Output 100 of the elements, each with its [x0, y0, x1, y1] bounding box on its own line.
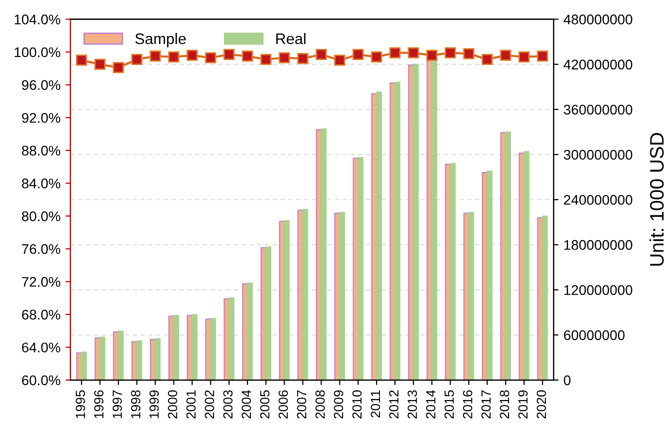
point [518, 51, 530, 62]
point [168, 51, 180, 62]
y-tick-label: 88.0% [22, 146, 60, 156]
point [242, 50, 254, 62]
bar [284, 220, 290, 380]
y-tick-label: 84.0% [22, 178, 60, 188]
point [223, 48, 235, 60]
legend-label: Real [276, 32, 306, 44]
bar [246, 282, 253, 380]
bar [210, 318, 216, 380]
y2-tick-label: 60000000 [564, 330, 625, 340]
x-tick-label: 2000 [168, 390, 178, 418]
x-tick-label: 1999 [149, 390, 159, 418]
y2-tick-label: 480000000 [564, 14, 632, 24]
y2-tick-label: 0 [564, 375, 570, 386]
y2-tick-label: 240000000 [564, 194, 632, 205]
point [408, 47, 419, 58]
bar [136, 340, 142, 380]
x-tick-label: 2015 [444, 390, 454, 418]
y-tick-label: 72.0% [22, 276, 60, 287]
bar [265, 246, 272, 380]
point [316, 48, 327, 60]
point [112, 62, 124, 74]
point [463, 48, 474, 60]
y-tick-label: 64.0% [22, 342, 60, 352]
bar [173, 314, 180, 380]
x-tick-label: 1996 [94, 390, 104, 418]
point [500, 50, 512, 61]
x-tick-label: 2017 [481, 390, 491, 418]
x-tick-label: 2004 [242, 390, 252, 418]
y2-tick-label: 420000000 [564, 60, 632, 70]
y-tick-label: 68.0% [22, 310, 60, 320]
bar [505, 131, 511, 380]
bar [228, 298, 234, 380]
point [334, 54, 346, 66]
point [389, 47, 401, 58]
point [444, 47, 456, 58]
bar [524, 150, 530, 380]
point [76, 54, 88, 66]
bar [99, 336, 106, 380]
x-tick-label: 2012 [389, 390, 399, 418]
y2-axis-title: Unit: 1000 USD [649, 133, 664, 266]
bar [542, 216, 548, 380]
y-tick-label: 92.0% [22, 112, 60, 123]
x-tick-label: 1998 [131, 390, 140, 418]
x-tick-label: 2001 [186, 390, 196, 418]
x-tick-label: 2018 [500, 390, 510, 418]
x-tick-label: 2006 [278, 390, 288, 418]
bar [302, 208, 308, 380]
bar [431, 58, 438, 380]
point [150, 50, 161, 62]
point [131, 54, 142, 65]
x-tick-label: 1995 [76, 390, 86, 418]
y2-tick-label: 180000000 [564, 240, 632, 250]
y2-tick-label: 360000000 [564, 104, 632, 115]
x-tick-label: 2003 [223, 390, 233, 418]
y-tick-label: 96.0% [22, 80, 60, 90]
bar [376, 92, 382, 380]
bar [80, 352, 87, 380]
x-tick-label: 2005 [260, 390, 270, 418]
point [278, 52, 290, 64]
point [186, 50, 198, 61]
bar [192, 314, 198, 380]
x-tick-label: 2010 [352, 390, 362, 418]
y-tick-label: 80.0% [22, 211, 60, 222]
bar [450, 162, 456, 380]
bar [394, 82, 400, 380]
y-tick-label: 76.0% [22, 244, 60, 254]
bar [320, 128, 327, 380]
x-tick-label: 2011 [370, 390, 380, 418]
point [371, 51, 382, 62]
point [94, 58, 106, 70]
point [426, 50, 438, 61]
legend-label: Sample [135, 32, 186, 48]
x-tick-label: 1997 [112, 390, 122, 418]
bar [118, 330, 124, 380]
bar [154, 338, 161, 380]
bar [358, 156, 364, 380]
bar [412, 64, 419, 380]
point [482, 54, 493, 65]
bar [486, 170, 493, 380]
point [260, 54, 272, 65]
y-tick-label: 60.0% [22, 375, 60, 386]
point [536, 50, 548, 62]
x-tick-label: 2020 [536, 390, 546, 418]
x-tick-label: 2009 [334, 390, 344, 418]
x-tick-label: 2019 [518, 390, 528, 418]
y2-tick-label: 300000000 [564, 150, 632, 160]
x-tick-label: 2007 [296, 390, 306, 418]
bar [339, 212, 346, 380]
x-tick-label: 2016 [462, 390, 472, 418]
point [352, 48, 364, 60]
x-tick-label: 2008 [315, 390, 325, 418]
x-tick-label: 2014 [426, 390, 436, 418]
y2-tick-label: 120000000 [564, 285, 632, 295]
point [297, 53, 308, 64]
x-tick-label: 2013 [408, 390, 417, 418]
point [205, 52, 216, 64]
y-tick-label: 104.0% [14, 14, 60, 24]
x-tick-label: 2002 [204, 390, 214, 418]
